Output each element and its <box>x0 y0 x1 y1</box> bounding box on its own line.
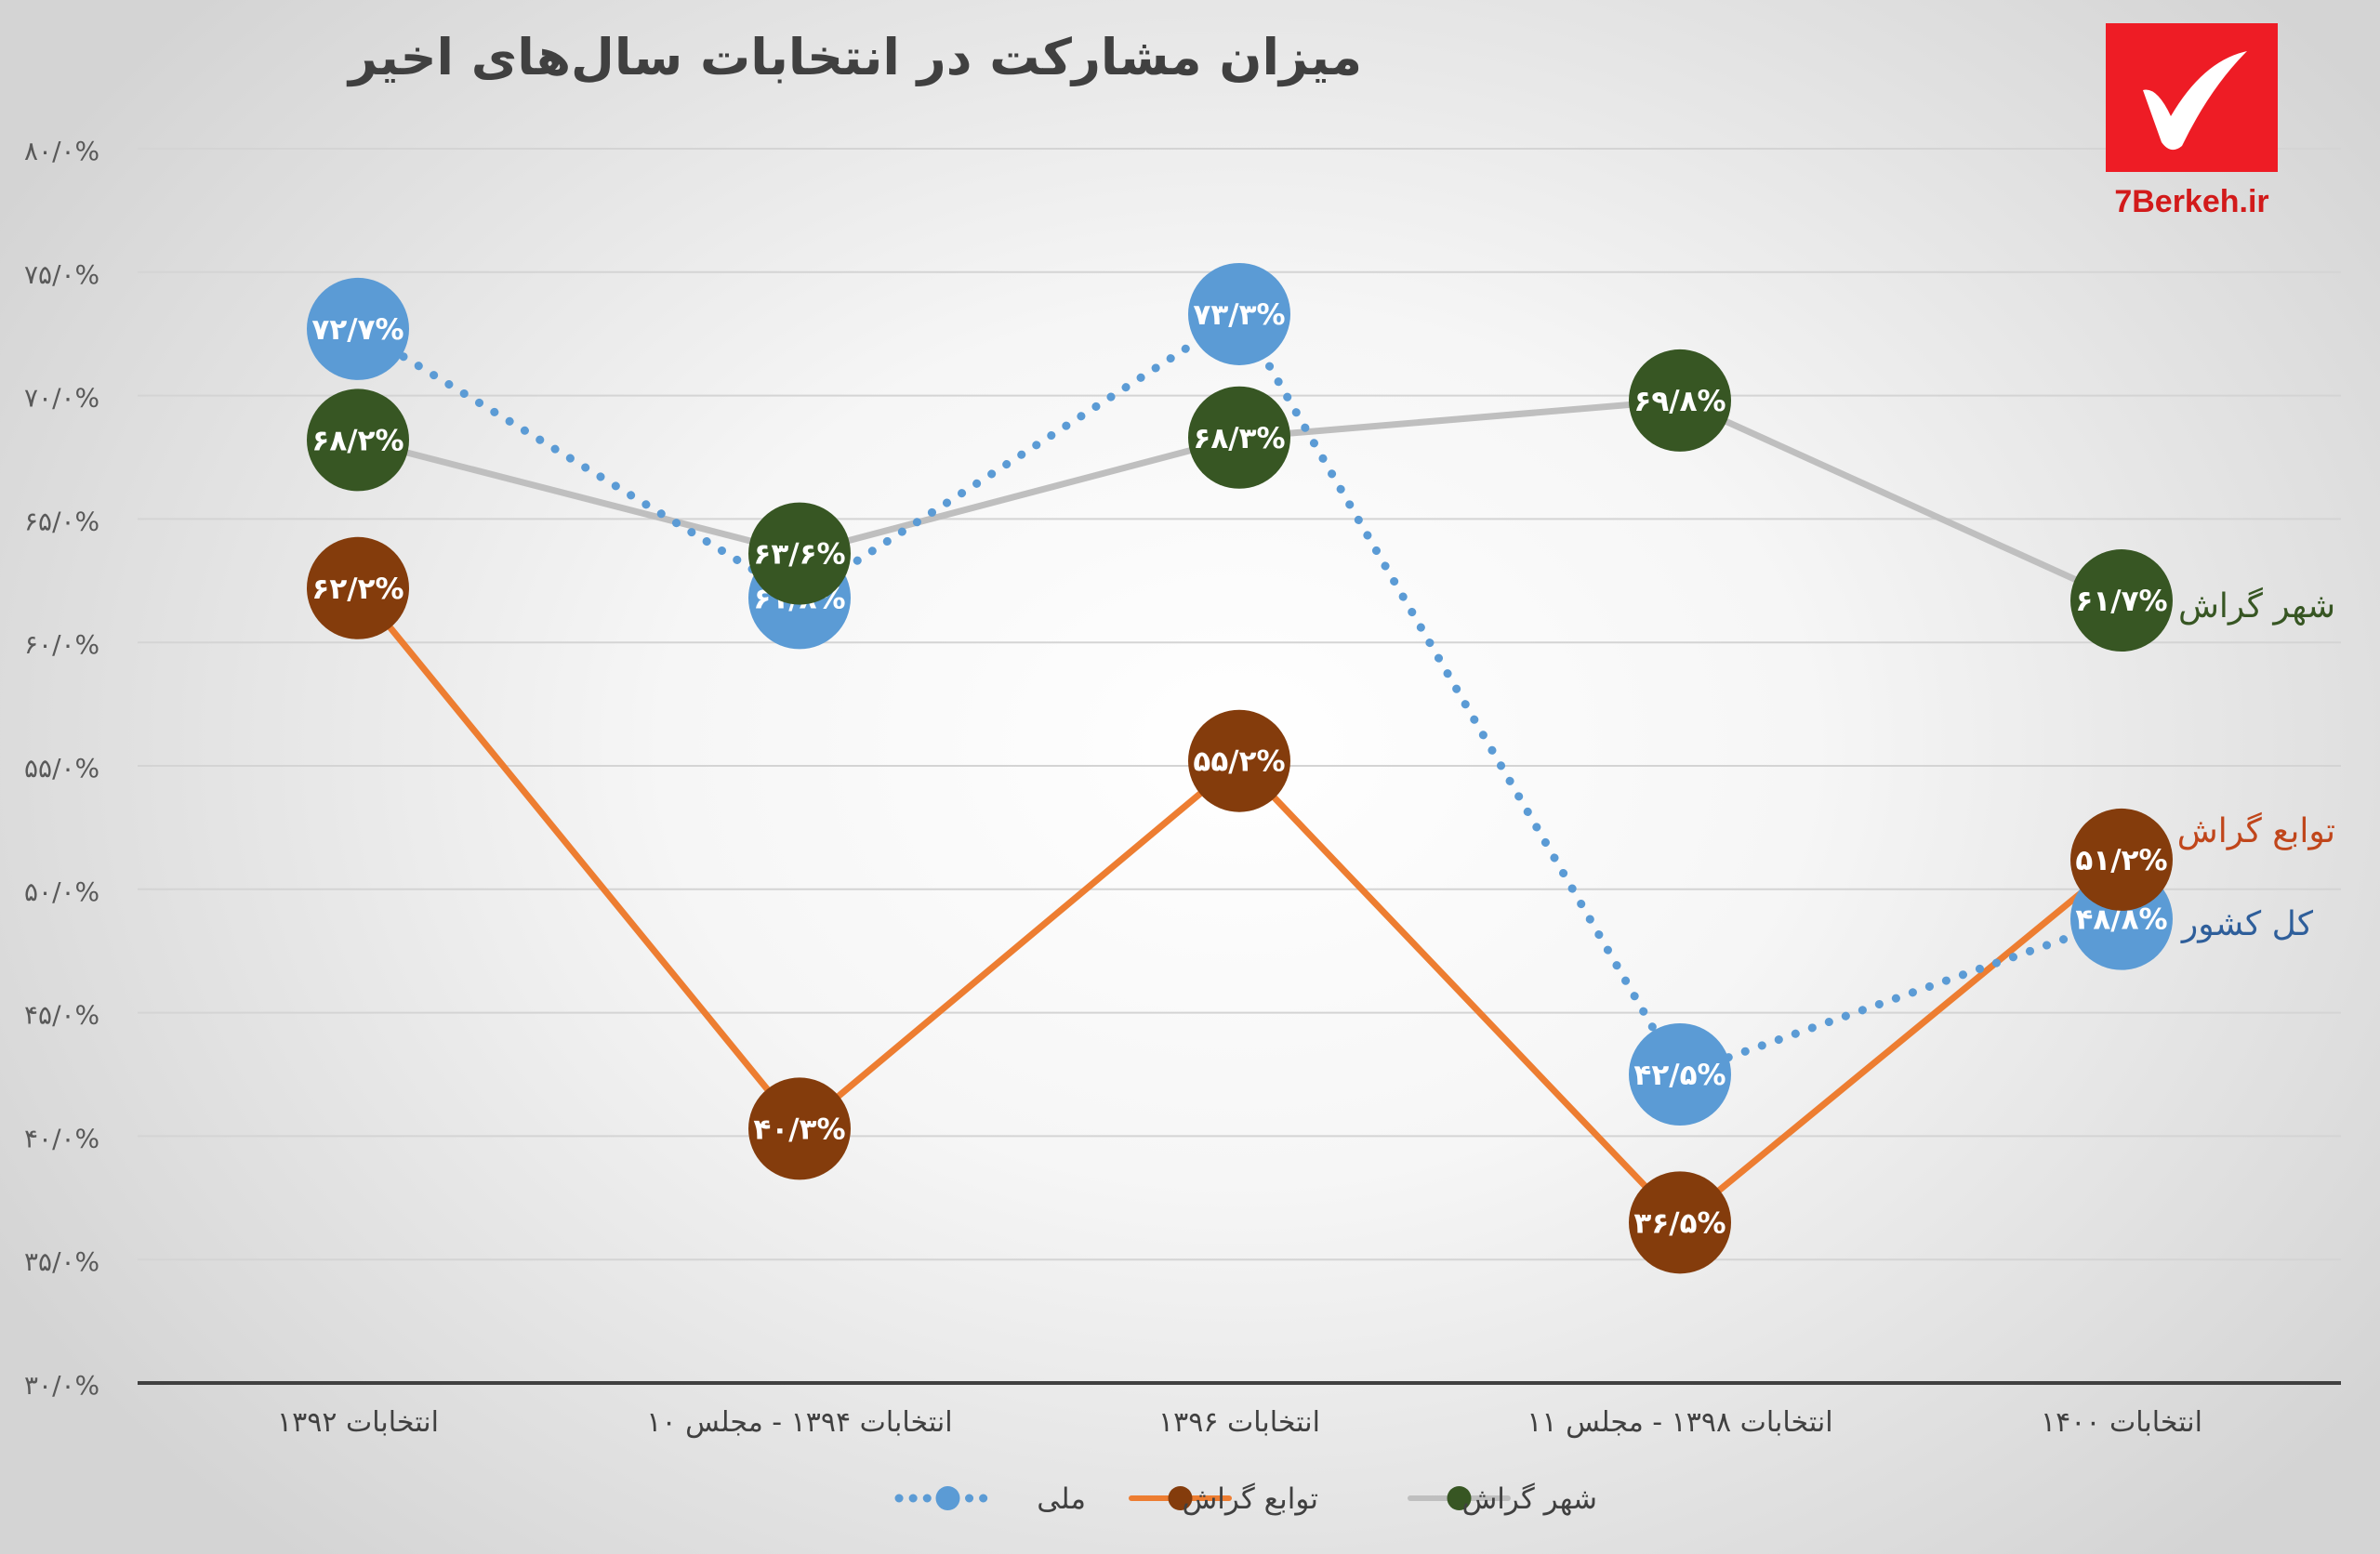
data-label-city: ۶۹/۸% <box>1633 385 1726 418</box>
brand-logo <box>2106 23 2278 172</box>
data-point-city <box>1629 349 1731 452</box>
data-label-suburbs: ۵۱/۲% <box>2075 844 2167 877</box>
y-tick-label: ۷۰/۰% <box>24 383 99 414</box>
legend-label-suburbs: توابع گراش <box>1182 1482 1318 1516</box>
y-tick-label: ۶۵/۰% <box>24 506 99 536</box>
data-point-suburbs <box>1188 709 1290 812</box>
data-label-city: ۶۸/۳% <box>1193 422 1285 455</box>
series-line-suburbs <box>354 585 2125 1226</box>
data-point-suburbs <box>748 1077 851 1180</box>
legend-swatch-marker-city <box>1447 1486 1472 1510</box>
y-tick-label: ۷۵/۰% <box>24 259 99 290</box>
y-tick-label: ۵۰/۰% <box>24 876 99 907</box>
checkmark-icon <box>2143 51 2247 151</box>
y-tick-label: ۵۵/۰% <box>24 753 99 784</box>
y-tick-label: ۳۰/۰% <box>24 1370 99 1401</box>
data-point-national <box>307 277 409 380</box>
x-tick-label: انتخابات ۱۳۹۲ <box>277 1406 439 1439</box>
data-label-national: ۷۳/۳% <box>1193 298 1285 332</box>
data-point-city <box>2070 549 2173 652</box>
data-label-national: ۴۲/۵% <box>1633 1059 1726 1092</box>
data-label-city: ۶۱/۷% <box>2075 585 2167 618</box>
data-point-national <box>1629 1023 1731 1126</box>
series-line-national <box>353 309 2126 1079</box>
data-point-suburbs <box>2070 808 2173 911</box>
data-label-suburbs: ۴۰/۳% <box>753 1113 845 1146</box>
x-tick-label: انتخابات ۱۳۹۴ - مجلس ۱۰ <box>646 1406 952 1439</box>
data-point-city <box>307 388 409 492</box>
legend-swatch-marker-suburbs <box>1168 1486 1193 1510</box>
data-point-suburbs <box>307 536 409 639</box>
data-label-city: ۶۳/۶% <box>753 538 845 572</box>
legend-swatch-marker-national <box>935 1486 960 1510</box>
y-tick-label: ۸۰/۰% <box>24 136 99 166</box>
series-end-label-city: شهر گراش <box>2178 586 2335 626</box>
y-tick-label: ۴۵/۰% <box>24 1000 99 1031</box>
data-point-city <box>1188 386 1290 489</box>
data-point-suburbs <box>1629 1171 1731 1274</box>
chart-title: میزان مشارکت در انتخابات سال‌های اخیر <box>348 28 1363 86</box>
data-point-national <box>1188 262 1290 365</box>
y-tick-label: ۴۰/۰% <box>24 1123 99 1153</box>
data-label-suburbs: ۳۶/۵% <box>1633 1206 1726 1240</box>
x-tick-label: انتخابات ۱۴۰۰ <box>2041 1406 2202 1439</box>
x-tick-label: انتخابات ۱۳۹۶ <box>1158 1406 1320 1439</box>
legend-label-national: ملی <box>1037 1482 1086 1516</box>
legend-label-city: شهر گراش <box>1461 1482 1597 1516</box>
site-name: 7Berkeh.ir <box>2114 184 2269 219</box>
data-label-city: ۶۸/۲% <box>311 424 403 457</box>
series-end-label-suburbs: توابع گراش <box>2177 811 2335 850</box>
y-tick-label: ۳۵/۰% <box>24 1246 99 1277</box>
y-tick-label: ۶۰/۰% <box>24 629 99 660</box>
x-tick-label: انتخابات ۱۳۹۸ - مجلس ۱۱ <box>1527 1406 1832 1439</box>
data-point-city <box>748 502 851 605</box>
data-label-suburbs: ۶۲/۲% <box>311 573 403 606</box>
series-end-label-national: کل کشور <box>2180 905 2314 943</box>
data-label-national: ۷۲/۷% <box>311 313 403 347</box>
data-label-suburbs: ۵۵/۲% <box>1193 745 1285 779</box>
